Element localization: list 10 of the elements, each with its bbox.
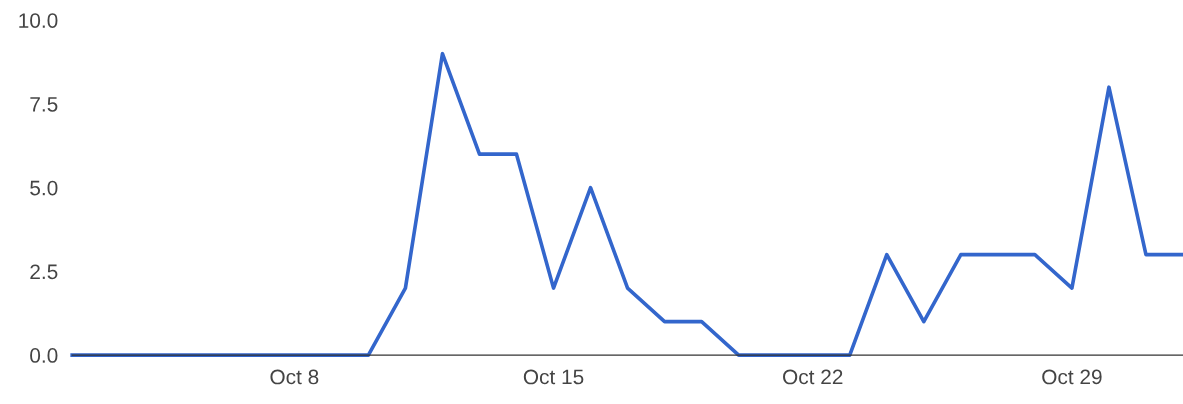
x-tick-label: Oct 29	[1042, 369, 1102, 385]
y-tick-label: 10.0	[19, 13, 58, 28]
y-tick-label: 2.5	[30, 264, 58, 280]
y-tick-label: 0.0	[30, 348, 58, 363]
x-tick-label: Oct 15	[523, 369, 584, 385]
y-tick-label: 5.0	[30, 180, 58, 196]
x-tick-label: Oct 22	[783, 369, 843, 385]
line-series	[70, 51, 1183, 357]
x-tick-label: Oct 8	[270, 369, 319, 385]
y-tick-label: 7.5	[30, 97, 58, 112]
